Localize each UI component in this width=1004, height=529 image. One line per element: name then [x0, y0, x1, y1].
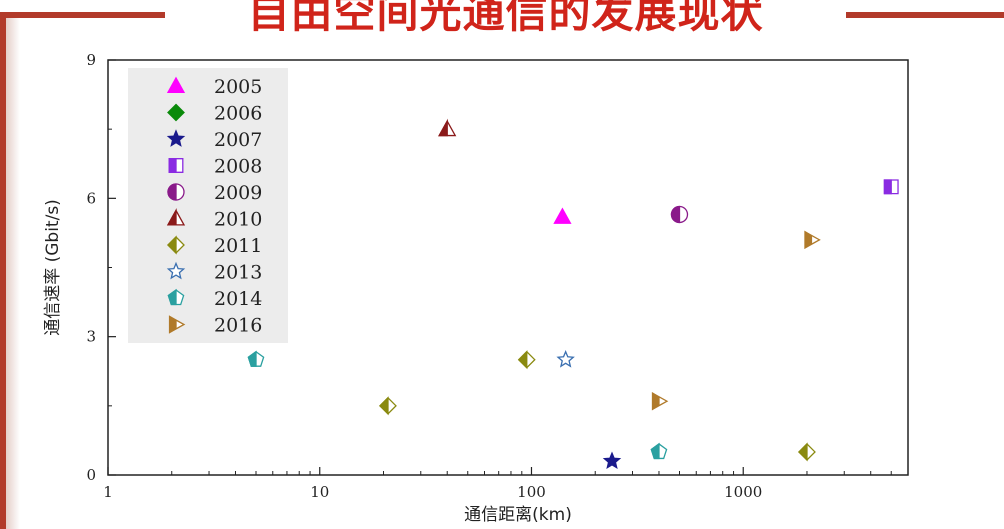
legend-label-2016: 2016	[214, 315, 262, 337]
y-axis-title: 通信速率 (Gbit/s)	[43, 199, 63, 336]
y-tick-label: 9	[86, 51, 96, 69]
x-axis-title: 通信距离(km)	[464, 505, 572, 525]
legend-label-2013: 2013	[214, 262, 262, 284]
legend-marker-2007	[166, 129, 186, 147]
legend-label-2008: 2008	[214, 156, 262, 178]
legend-label-2006: 2006	[214, 103, 262, 125]
data-point-2016	[651, 392, 669, 411]
legend-marker-2005	[166, 76, 186, 94]
legend-label-2011: 2011	[214, 235, 262, 257]
data-point-2005	[553, 207, 572, 224]
x-tick-label: 1000	[724, 483, 762, 501]
data-point-2007	[602, 451, 622, 470]
x-tick-label: 10	[310, 483, 329, 501]
legend-label-2007: 2007	[214, 129, 262, 151]
legend-marker-2008	[168, 158, 184, 173]
legend-marker-2014	[167, 288, 185, 306]
legend-box	[128, 68, 288, 343]
data-point-2010	[438, 118, 457, 137]
legend-marker-2010	[166, 207, 186, 226]
data-point-2008	[883, 179, 899, 195]
y-tick-label: 6	[86, 189, 96, 207]
legend-label-2009: 2009	[214, 182, 262, 204]
frame-edge-left	[0, 12, 6, 529]
x-tick-label: 1	[103, 483, 113, 501]
legend-marker-2009	[167, 183, 185, 201]
legend-marker-2013	[166, 261, 186, 280]
x-tick-label: 100	[517, 483, 546, 501]
data-point-2014	[650, 442, 668, 460]
frame-line-left	[0, 12, 165, 18]
frame-shadow	[6, 18, 20, 529]
data-point-2013	[556, 350, 575, 368]
slide-title: 自由空间光通信的发展现状	[247, 0, 764, 37]
frame-line-right	[846, 12, 1004, 18]
y-tick-label: 0	[86, 466, 96, 484]
legend-marker-2011	[167, 235, 185, 255]
legend-marker-2006	[167, 103, 185, 122]
data-point-2011	[798, 442, 816, 462]
data-point-2011	[379, 396, 397, 416]
legend-label-2010: 2010	[214, 209, 262, 231]
data-point-2016	[804, 230, 821, 250]
legend-label-2005: 2005	[214, 76, 262, 98]
data-point-2011	[517, 350, 536, 370]
y-tick-label: 3	[86, 328, 96, 346]
legend-label-2014: 2014	[214, 288, 262, 310]
data-point-2014	[247, 350, 265, 367]
data-point-2009	[670, 205, 689, 224]
legend-marker-2016	[168, 315, 186, 334]
